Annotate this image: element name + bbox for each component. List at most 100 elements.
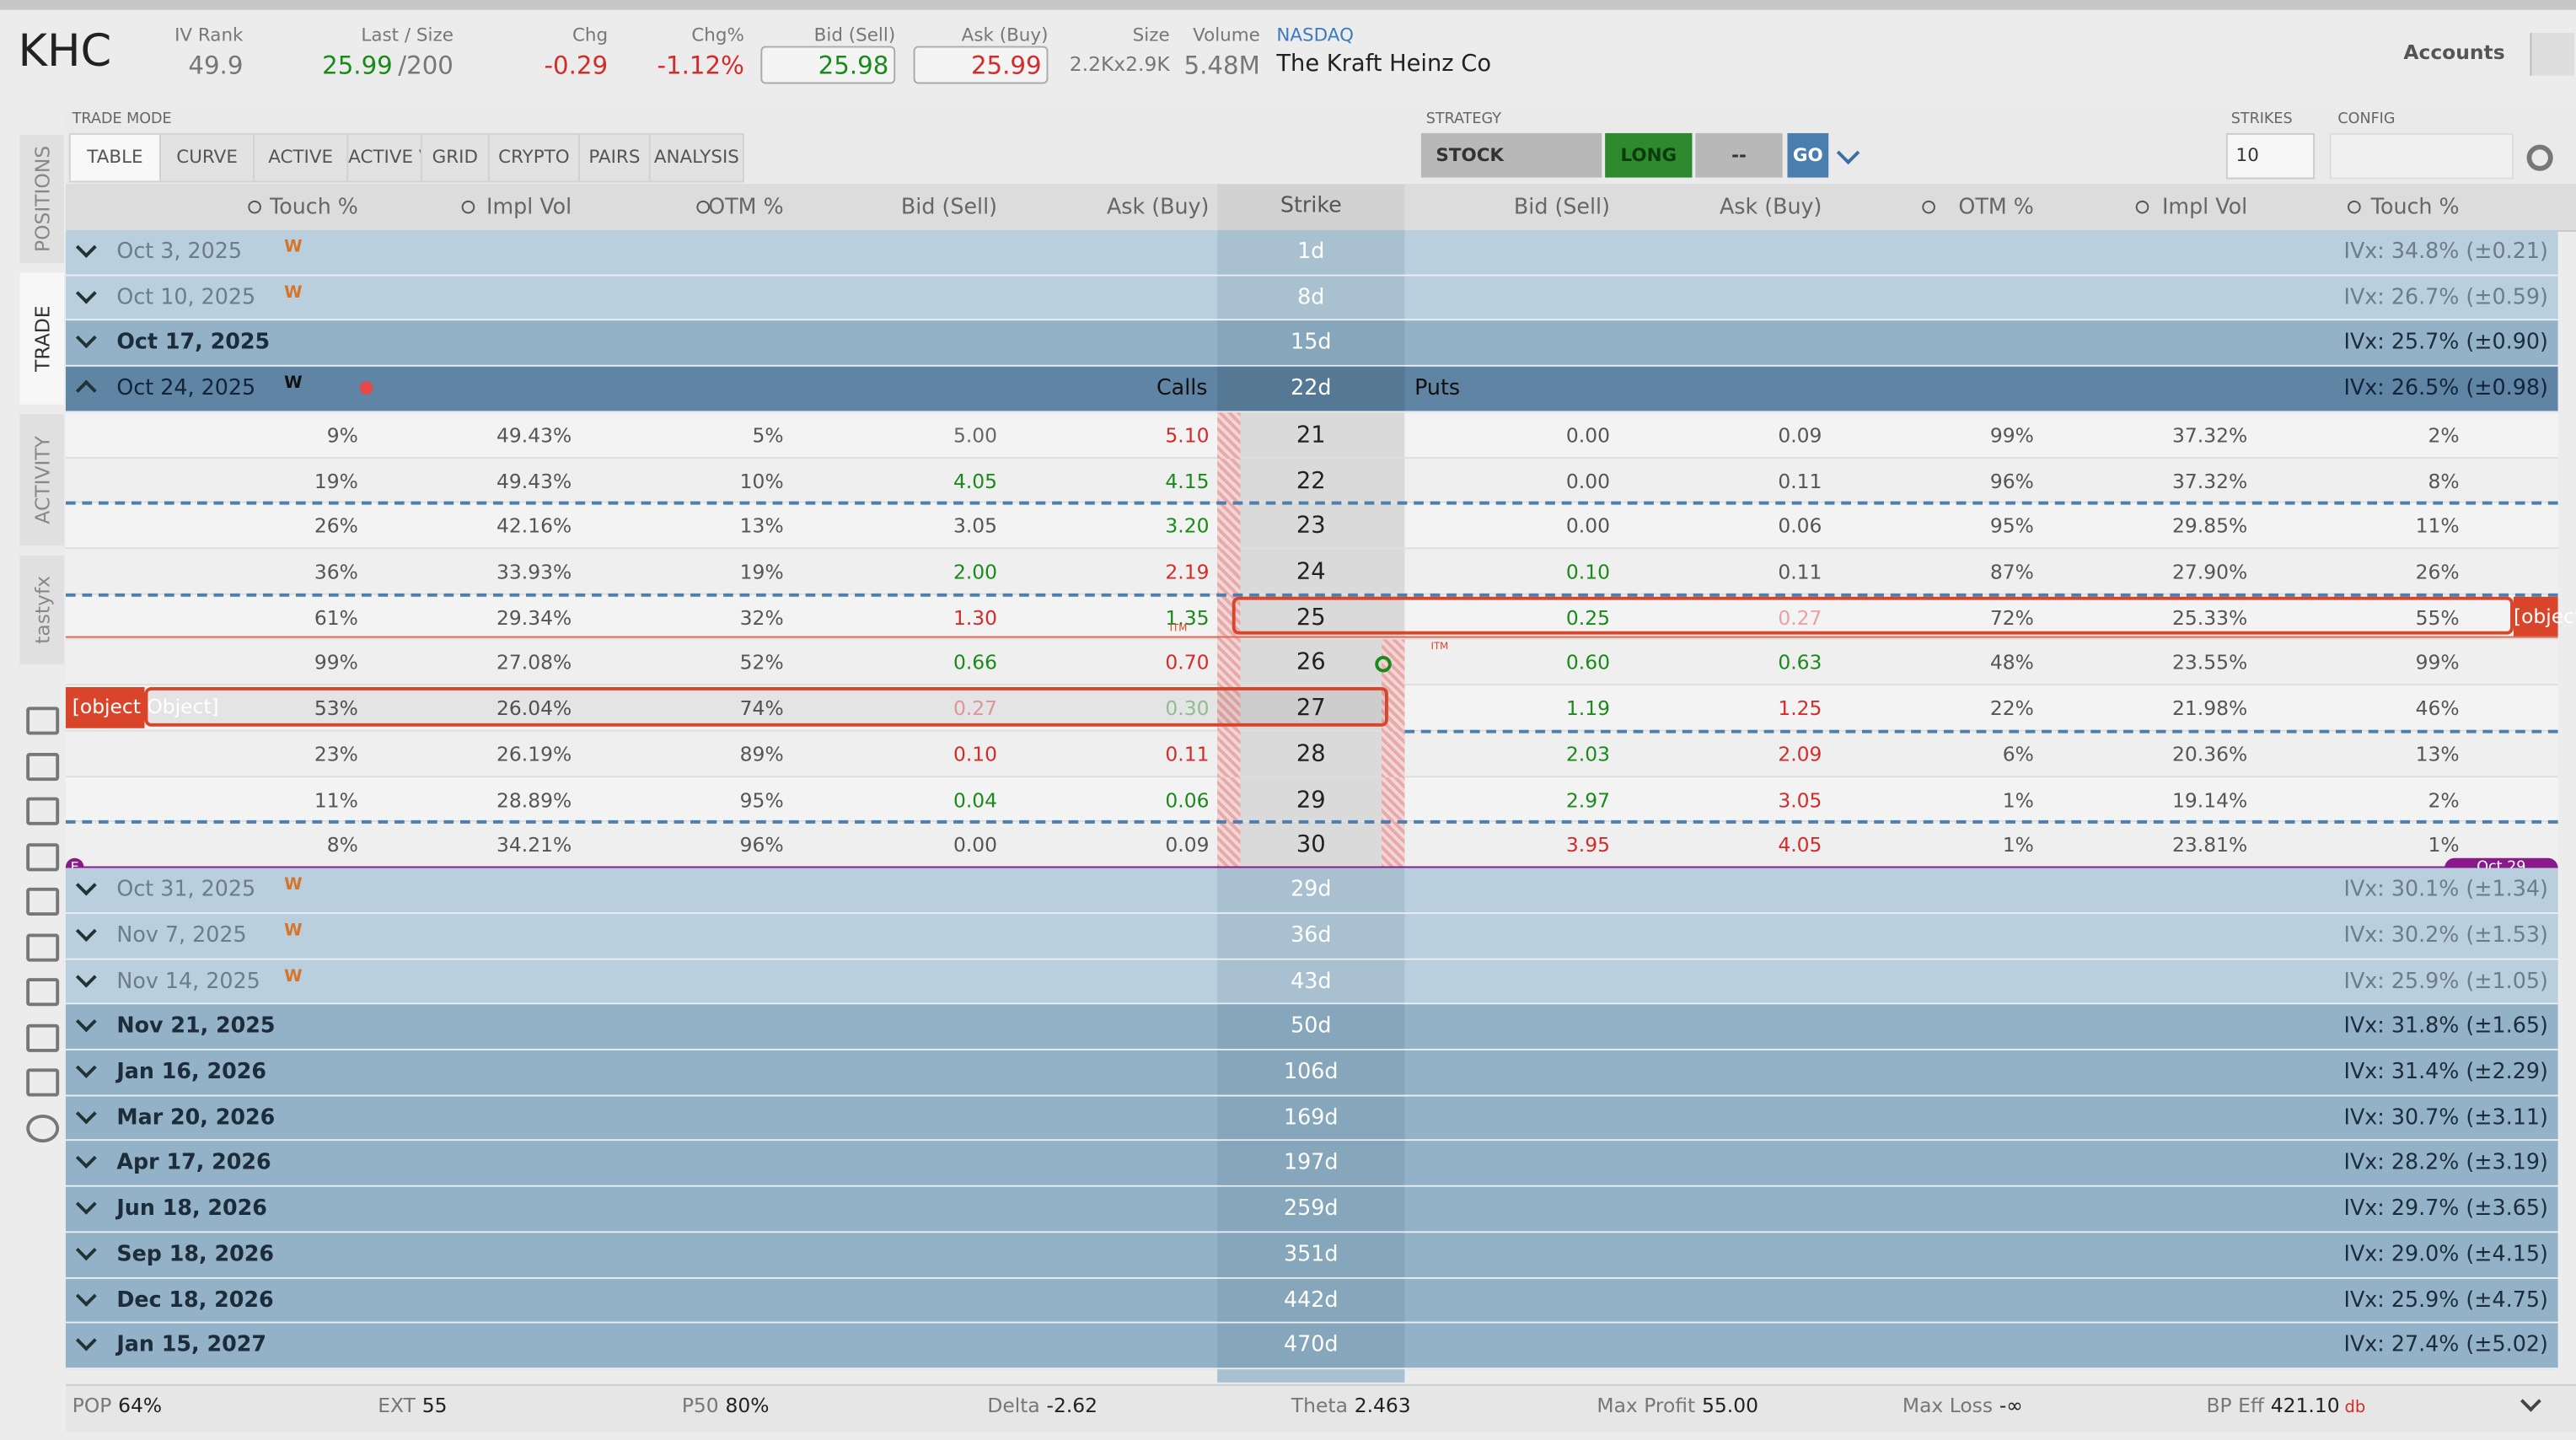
side-tab[interactable]: POSITIONS: [19, 134, 65, 263]
quote-box[interactable]: [760, 46, 896, 84]
expiration-row[interactable]: Jun 18, 2026 259d IVx: 29.7% (±3.65): [65, 1186, 2558, 1233]
side-icon[interactable]: [26, 752, 60, 781]
expiration-row[interactable]: Oct 24, 2025 W 22d IVx: 26.5% (±0.98) Calls P…: [65, 367, 2558, 413]
company-name: The Kraft Heinz Co: [1276, 51, 1492, 78]
quote-box[interactable]: [913, 46, 1049, 84]
expiration-row[interactable]: Apr 17, 2026 197d IVx: 28.2% (±3.19): [65, 1141, 2558, 1187]
call-cell: 11%: [314, 788, 358, 812]
expiration-row[interactable]: Jan 15, 2027 470d IVx: 27.4% (±5.02): [65, 1324, 2558, 1370]
call-cell: 42.16%: [496, 514, 572, 539]
put-cell: 0.06: [1778, 514, 1822, 539]
expiration-row[interactable]: Nov 7, 2025 W 36d IVx: 30.2% (±1.53): [65, 913, 2558, 959]
side-icon[interactable]: [26, 707, 60, 735]
strategy-button[interactable]: GO: [1787, 132, 1829, 178]
accounts[interactable]: Accounts: [2403, 40, 2505, 65]
settings-icon[interactable]: [2526, 144, 2553, 171]
expiration-row[interactable]: Nov 21, 2025 50d IVx: 31.8% (±1.65): [65, 1004, 2558, 1050]
put-cell: 2.03: [1565, 743, 1611, 766]
strike-cell: [1217, 1324, 1405, 1368]
side-icon[interactable]: [26, 932, 60, 961]
sort-dot[interactable]: [696, 200, 710, 214]
strike-header[interactable]: Strike: [1217, 184, 1405, 230]
trade-mode-tab[interactable]: ACTIVE V2: [346, 132, 443, 183]
order-box[interactable]: [144, 687, 1388, 727]
strike: 30: [1296, 832, 1326, 859]
put-cell: 2%: [2428, 788, 2460, 812]
expiration-date: Oct 3, 2025: [116, 239, 242, 265]
strikes-label: STRIKES: [2230, 111, 2293, 129]
footer-label: Theta: [1291, 1394, 1348, 1417]
call-cell: 0.27: [953, 697, 998, 721]
trade-mode-tab[interactable]: GRID: [420, 132, 490, 183]
separator: [1404, 729, 2558, 733]
strategy-button[interactable]: LONG: [1605, 132, 1693, 178]
chevron: [75, 1011, 97, 1033]
call-cell: 74%: [739, 697, 784, 721]
collapse-btn[interactable]: [2530, 32, 2575, 76]
strategy-button[interactable]: --: [1695, 132, 1783, 178]
side-tab-label: POSITIONS: [30, 145, 54, 253]
expiration-row[interactable]: Oct 17, 2025 15d IVx: 25.7% (±0.90): [65, 321, 2558, 368]
strike-cell: [1217, 640, 1405, 685]
side-icon[interactable]: [26, 1023, 60, 1051]
chevron: [75, 1056, 97, 1078]
side-icon[interactable]: [26, 797, 60, 825]
sort-dot[interactable]: [2348, 200, 2361, 214]
side-tab[interactable]: tastyfx: [19, 556, 65, 664]
expiration-row[interactable]: Oct 3, 2025 W 1d IVx: 34.8% (±0.21): [65, 229, 2558, 277]
header-value: -0.29: [544, 51, 609, 81]
side-icon[interactable]: [26, 1068, 60, 1097]
days-to-expiry: 15d: [1291, 330, 1332, 357]
ivx: IVx: 34.8% (±0.21): [2343, 239, 2548, 265]
expiration-row[interactable]: Oct 10, 2025 W 8d IVx: 26.7% (±0.59): [65, 276, 2558, 322]
expiration-row[interactable]: Sep 18, 2026 351d IVx: 29.0% (±4.15): [65, 1232, 2558, 1279]
config-box[interactable]: [2329, 132, 2514, 180]
side-icon[interactable]: [26, 887, 60, 916]
trade-mode-tab[interactable]: ANALYSIS: [648, 132, 744, 183]
column-header: Impl Vol: [2161, 196, 2248, 221]
side-icon[interactable]: [26, 1113, 60, 1142]
strike-cell: [1217, 1186, 1405, 1232]
trade-mode-tab[interactable]: CRYPTO: [487, 132, 580, 183]
order-tag[interactable]: [object Object]: [2513, 596, 2576, 637]
put-cell: 27.90%: [2172, 560, 2248, 584]
put-cell: 21.98%: [2172, 697, 2248, 721]
ivx: IVx: 27.4% (±5.02): [2343, 1333, 2548, 1359]
trade-mode-tab[interactable]: ACTIVE: [253, 132, 349, 183]
put-cell: 2.97: [1565, 788, 1611, 812]
days-to-expiry: 259d: [1284, 1196, 1339, 1222]
sort-dot[interactable]: [248, 200, 261, 214]
put-cell: 0.10: [1565, 560, 1611, 584]
sort-dot[interactable]: [1922, 200, 1935, 214]
itm-strip: [1217, 503, 1241, 550]
column-header: Bid (Sell): [1513, 196, 1611, 221]
trade-mode-tab[interactable]: PAIRS: [578, 132, 651, 183]
strikes-select[interactable]: 10: [2225, 132, 2316, 180]
order-tag[interactable]: [object Object]: [65, 687, 219, 728]
header-value: 5.48M: [1183, 51, 1260, 81]
order-box[interactable]: [1232, 596, 2514, 636]
expiration-row[interactable]: Mar 20, 2026 169d IVx: 30.7% (±3.11): [65, 1095, 2558, 1142]
expiration-row[interactable]: Nov 14, 2025 W 43d IVx: 25.9% (±1.05): [65, 959, 2558, 1005]
footer: [65, 1384, 2576, 1432]
strike-cell: [1217, 1095, 1405, 1140]
strategy-button[interactable]: STOCK: [1420, 132, 1602, 178]
sort-dot[interactable]: [2135, 200, 2149, 214]
button-label: LONG: [1620, 144, 1677, 166]
header-label: Volume: [1193, 24, 1260, 46]
side-tab[interactable]: TRADE: [19, 272, 65, 405]
trade-mode-tab[interactable]: TABLE: [68, 132, 162, 183]
side-icon[interactable]: [26, 978, 60, 1007]
header-value: 25.98: [818, 51, 889, 81]
chevron: [75, 379, 97, 401]
expiration-row[interactable]: Jan 16, 2026 106d IVx: 31.4% (±2.29): [65, 1050, 2558, 1096]
trade-mode-tab[interactable]: CURVE: [159, 132, 255, 183]
sort-dot[interactable]: [461, 200, 475, 214]
footer-stat: POP 64%: [72, 1394, 162, 1416]
side-icon[interactable]: [26, 842, 60, 871]
expiration-row[interactable]: Dec 18, 2026 442d IVx: 25.9% (±4.75): [65, 1278, 2558, 1324]
side-tab[interactable]: ACTIVITY: [19, 414, 65, 546]
call-cell: 0.30: [1165, 697, 1210, 721]
put-cell: 0.00: [1565, 514, 1611, 539]
expiration-row[interactable]: Oct 31, 2025 W 29d IVx: 30.1% (±1.34): [65, 868, 2558, 914]
